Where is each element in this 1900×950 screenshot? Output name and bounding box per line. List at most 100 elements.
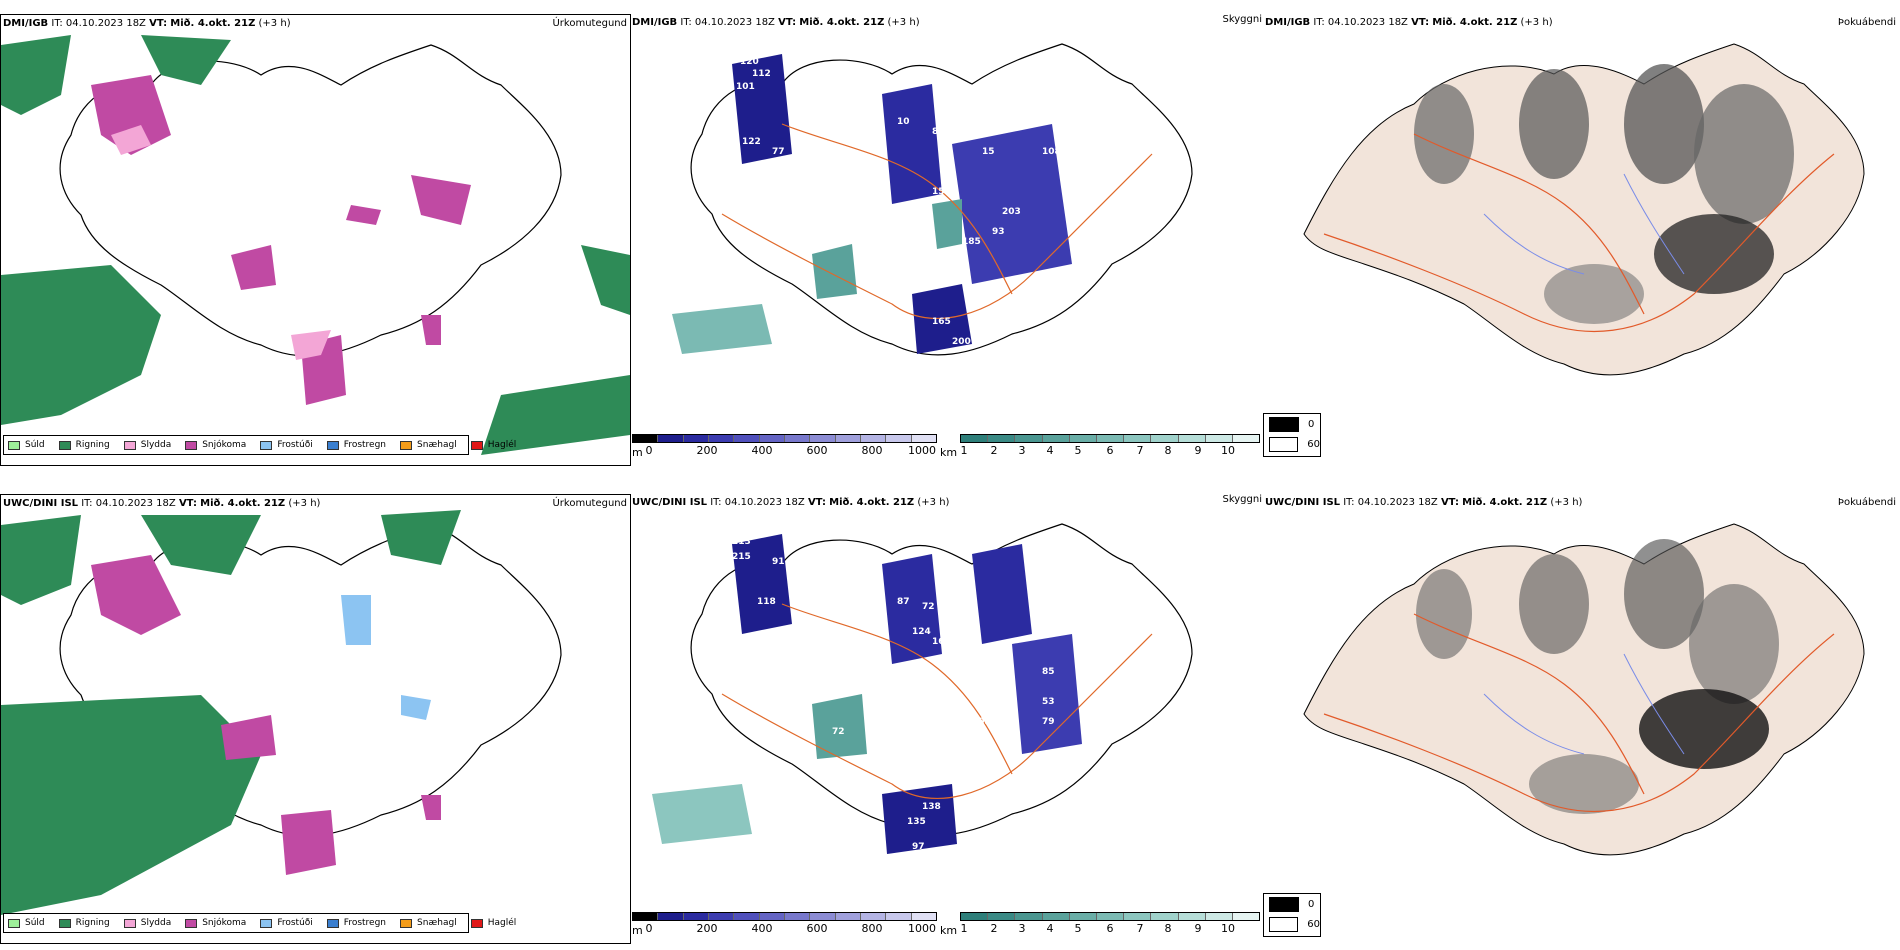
roads	[721, 123, 1153, 319]
legend-item: Frostúði	[260, 918, 313, 928]
fog-key-swatch	[1269, 416, 1299, 432]
fog-key-swatch	[1269, 436, 1299, 452]
legend-swatch	[400, 440, 413, 450]
low-visibility-areas	[672, 54, 1072, 354]
legend-item: Slydda	[123, 440, 171, 450]
svg-text:105: 105	[972, 717, 991, 727]
legend-swatch	[123, 440, 136, 450]
fog-shading	[1414, 64, 1794, 324]
legend-swatch	[470, 440, 483, 450]
legend-item: Snjókoma	[185, 918, 246, 928]
fog-map-bottom	[1303, 523, 1865, 856]
fog-key-bottom: 0 60	[1263, 893, 1321, 937]
fog-key-row: 0	[1264, 894, 1320, 914]
legend-item: Frostúði	[260, 440, 313, 450]
iceland-land	[1303, 43, 1865, 376]
legend-item: Frostregn	[326, 918, 386, 928]
fog-roads	[1323, 133, 1835, 332]
svg-text:203: 203	[1002, 207, 1021, 217]
legend-swatch	[8, 440, 20, 450]
fog-title-top: DMI/IGB IT: 04.10.2023 18Z VT: Mið. 4.ok…	[1265, 17, 1553, 28]
visibility-title-bottom: UWC/DINI ISL IT: 04.10.2023 18Z VT: Mið.…	[632, 497, 950, 508]
distance-scale-unit: km	[940, 924, 958, 937]
visibility-type-label-top: Skyggni	[1222, 14, 1262, 25]
svg-text:97: 97	[912, 842, 925, 852]
legend-swatch	[260, 918, 273, 928]
legend-item: Rigning	[58, 440, 110, 450]
height-labels: 120 112 101 42 122 77 62 12 113 10 83 15…	[720, 57, 1061, 347]
precip-type-label-bottom: Úrkomutegund	[552, 498, 627, 509]
svg-text:72: 72	[922, 602, 935, 612]
svg-text:200: 200	[952, 337, 971, 347]
svg-text:10: 10	[897, 117, 910, 127]
svg-text:213: 213	[732, 537, 751, 547]
legend-swatch	[185, 918, 198, 928]
svg-text:93: 93	[992, 227, 1005, 237]
snow-areas	[91, 555, 441, 875]
fog-key-row: 0	[1264, 414, 1320, 434]
height-scale-unit: m	[632, 446, 643, 459]
precip-title-top: DMI/IGB IT: 04.10.2023 18Z VT: Mið. 4.ok…	[3, 18, 291, 29]
legend-swatch	[123, 918, 136, 928]
svg-text:118: 118	[757, 597, 776, 607]
svg-text:165: 165	[932, 317, 951, 327]
visibility-title-top: DMI/IGB IT: 04.10.2023 18Z VT: Mið. 4.ok…	[632, 17, 920, 28]
visibility-panel-top: 120 112 101 42 122 77 62 12 113 10 83 15…	[632, 14, 1262, 466]
visibility-map-bottom: 213 215 91 118 87 72 124 162 83 241 85 5…	[652, 523, 1193, 854]
svg-text:42: 42	[720, 107, 733, 117]
legend-item: Snæhagl	[400, 918, 457, 928]
svg-text:91: 91	[772, 557, 785, 567]
legend-swatch	[8, 918, 20, 928]
legend-swatch	[470, 918, 483, 928]
svg-text:62: 62	[792, 117, 805, 127]
svg-text:241: 241	[1042, 597, 1061, 607]
precip-panel-top: DMI/IGB IT: 04.10.2023 18Z VT: Mið. 4.ok…	[0, 14, 631, 466]
svg-text:83: 83	[1042, 547, 1055, 557]
legend-item: Snjókoma	[185, 440, 246, 450]
distance-colorbar-bottom: 1 2 3 4 5 6 7 8 9 10	[960, 912, 1260, 935]
legend-swatch	[185, 440, 198, 450]
legend-item: Súld	[8, 918, 45, 928]
svg-text:87: 87	[897, 597, 910, 607]
iceland-outline	[690, 523, 1193, 836]
fog-key-top: 0 60	[1263, 413, 1321, 457]
legend-item: Rigning	[58, 918, 110, 928]
precip-map-top	[1, 35, 630, 455]
precip-legend-bottom: Súld Rigning Slydda Snjókoma Frostúði Fr…	[3, 913, 516, 933]
height-colorbar-top: 0 200 400 600 800 1000	[632, 434, 937, 457]
svg-text:112: 112	[752, 69, 771, 79]
svg-text:135: 135	[907, 817, 926, 827]
fog-shading	[1416, 539, 1779, 814]
svg-text:203: 203	[1002, 307, 1021, 317]
svg-text:100: 100	[892, 717, 911, 727]
legend-swatch	[58, 918, 71, 928]
svg-text:162: 162	[932, 637, 951, 647]
roads	[721, 603, 1153, 799]
snow-areas	[91, 75, 471, 405]
legend-swatch	[58, 440, 71, 450]
svg-text:79: 79	[1042, 717, 1055, 727]
legend-swatch	[326, 440, 339, 450]
legend-swatch	[260, 440, 273, 450]
distance-colorbar-top: 1 2 3 4 5 6 7 8 9 10	[960, 434, 1260, 457]
svg-text:108: 108	[1042, 147, 1061, 157]
precip-panel-bottom: UWC/DINI ISL IT: 04.10.2023 18Z VT: Mið.…	[0, 494, 631, 944]
svg-text:221: 221	[752, 807, 771, 817]
svg-text:15: 15	[982, 147, 995, 157]
visibility-panel-bottom: 213 215 91 118 87 72 124 162 83 241 85 5…	[632, 494, 1262, 944]
fog-panel-bottom: UWC/DINI ISL IT: 04.10.2023 18Z VT: Mið.…	[1263, 494, 1900, 944]
low-visibility-areas	[652, 534, 1082, 854]
precip-type-label-top: Úrkomutegund	[552, 18, 627, 29]
fog-key-row: 60	[1264, 434, 1320, 454]
svg-text:83: 83	[932, 127, 945, 137]
legend-item: Snæhagl	[400, 440, 457, 450]
svg-text:185: 185	[962, 237, 981, 247]
fog-map-top	[1303, 43, 1865, 376]
svg-text:113: 113	[782, 177, 801, 187]
fog-title-bottom: UWC/DINI ISL IT: 04.10.2023 18Z VT: Mið.…	[1265, 497, 1583, 508]
svg-text:72: 72	[832, 727, 845, 737]
fog-rivers	[1483, 173, 1685, 275]
legend-item: Súld	[8, 440, 45, 450]
fog-panel-top: DMI/IGB IT: 04.10.2023 18Z VT: Mið. 4.ok…	[1263, 14, 1900, 466]
height-colorbar-bottom: 0 200 400 600 800 1000	[632, 912, 937, 935]
